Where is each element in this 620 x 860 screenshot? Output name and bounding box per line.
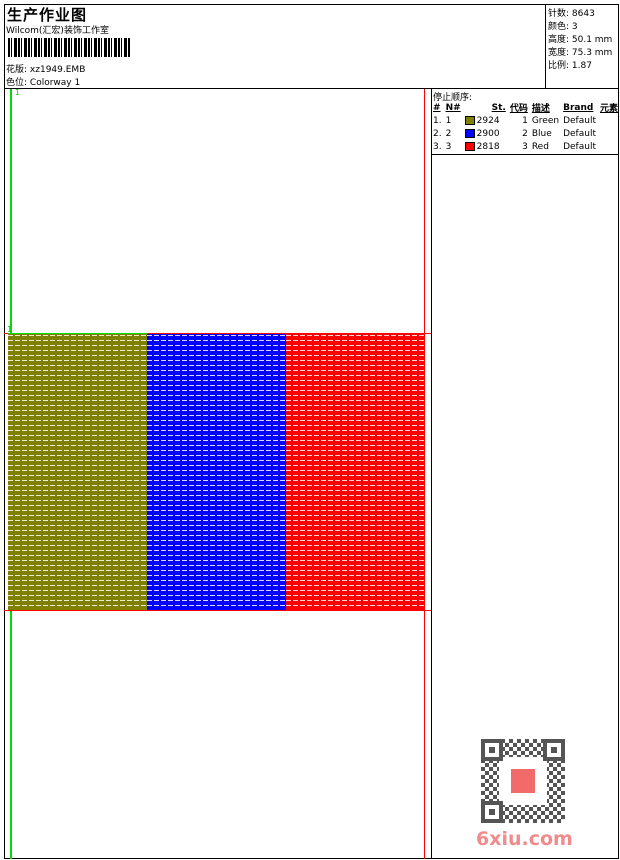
design-start-marker: 1: [7, 325, 13, 334]
col-stitches: St.: [491, 102, 506, 113]
divider: [431, 88, 432, 859]
qr-code: [481, 739, 565, 823]
row-number: 1: [445, 115, 452, 126]
row-stitches: 2924: [476, 115, 500, 126]
row-code: 2: [522, 128, 528, 139]
scale: 比例: 1.87: [548, 61, 592, 71]
col-element: 元素: [599, 104, 618, 114]
row-code: 3: [522, 141, 528, 152]
stitch-count: 针数: 8643: [548, 9, 595, 19]
design-value: xz1949.EMB: [29, 65, 86, 75]
table-row: 2. 2 2900 2 Blue Default: [431, 127, 620, 140]
color-swatch: [464, 141, 475, 151]
color-count: 颜色: 3: [548, 22, 578, 32]
stripe-red: [286, 334, 425, 610]
stripe-blue: [147, 334, 286, 610]
row-code: 1: [522, 115, 528, 126]
row-description: Red: [531, 141, 549, 152]
col-brand: Brand: [563, 102, 594, 113]
colorway-value: Colorway 1: [29, 78, 81, 88]
colorway-label: 色位:: [6, 78, 28, 88]
row-stitches: 2818: [476, 141, 500, 152]
col-code: 代码: [509, 104, 528, 114]
boundary-bottom-line: [4, 610, 431, 611]
col-description: 描述: [531, 104, 550, 114]
row-brand: Default: [563, 128, 596, 139]
row-brand: Default: [563, 141, 596, 152]
start-guide-horizontal: [8, 333, 148, 334]
boundary-top-line: [4, 333, 431, 334]
table-header: # N# St. 代码 描述 Brand 元素: [431, 101, 620, 115]
page-title: 生产作业图: [7, 6, 88, 24]
colorway: 色位: Colorway 1: [6, 75, 80, 88]
watermark: 6xiu.com: [476, 828, 573, 850]
row-number: 3: [445, 141, 452, 152]
row-description: Blue: [531, 128, 552, 139]
stop-sequence-table: # N# St. 代码 描述 Brand 元素 1. 1 2924 1 Gree…: [431, 101, 620, 153]
barcode: [8, 38, 130, 57]
row-brand: Default: [563, 115, 596, 126]
divider: [4, 88, 619, 89]
table-row: 3. 3 2818 3 Red Default: [431, 140, 620, 153]
design-width: 宽度: 75.3 mm: [548, 48, 613, 58]
row-stitches: 2900: [476, 128, 500, 139]
stripe-green: [8, 334, 147, 610]
color-swatch: [464, 115, 475, 125]
row-number: 2: [445, 128, 452, 139]
col-number: N#: [445, 102, 461, 113]
design-label: 花版:: [6, 65, 28, 75]
row-index: 1.: [433, 115, 442, 126]
start-marker: 1: [15, 88, 21, 97]
design-file: 花版: xz1949.EMB: [6, 62, 85, 75]
row-description: Green: [531, 115, 560, 126]
divider: [545, 4, 546, 88]
page-frame: [4, 4, 619, 859]
company-name: Wilcom(汇宏)装饰工作室: [6, 26, 109, 36]
divider: [431, 154, 619, 155]
stop-sequence-title: 停止顺序:: [433, 93, 473, 103]
stamp-logo: [511, 769, 535, 793]
embroidery-design: [8, 334, 425, 610]
row-index: 3.: [433, 141, 442, 152]
col-index: #: [433, 102, 441, 113]
table-row: 1. 1 2924 1 Green Default: [431, 114, 620, 127]
color-swatch: [464, 128, 475, 138]
row-index: 2.: [433, 128, 442, 139]
design-height: 高度: 50.1 mm: [548, 35, 613, 45]
